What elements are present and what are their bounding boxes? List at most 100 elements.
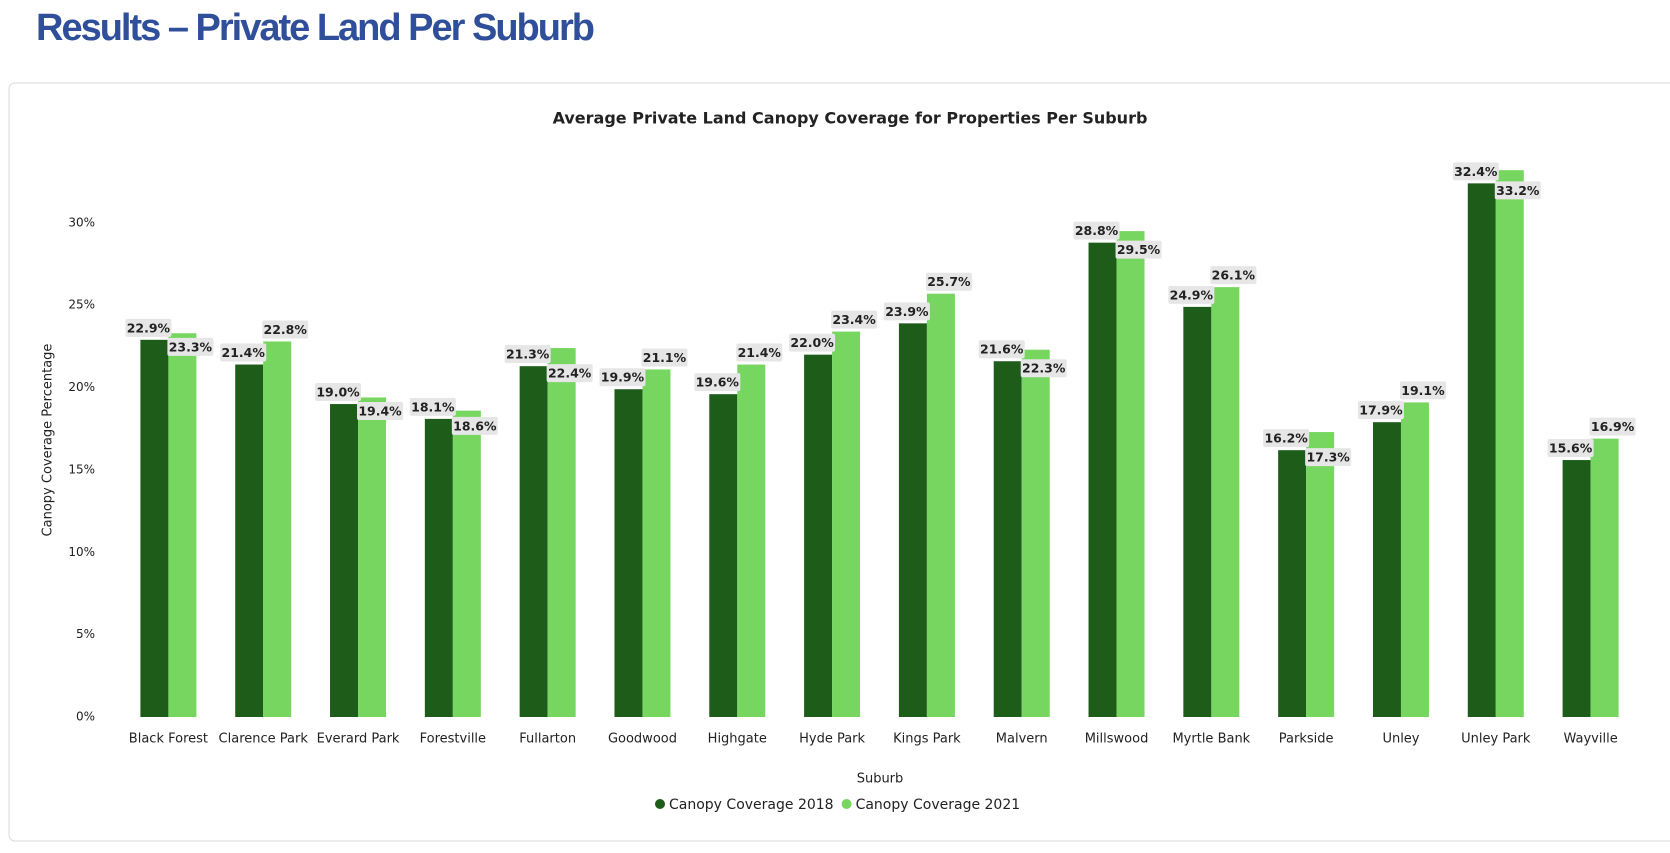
y-tick-label: 5% [76,627,95,641]
x-tick-label: Highgate [708,732,767,747]
data-label-bg [1399,381,1446,400]
data-label-bg [925,272,972,291]
data-label-bg [451,416,498,435]
data-label: 21.1% [643,350,687,365]
x-tick-label: Malvern [996,732,1048,747]
legend-label: Canopy Coverage 2018 [669,797,834,813]
x-tick-label: Millswood [1085,732,1149,747]
data-label: 21.4% [738,345,782,360]
bar [424,418,453,717]
data-label: 17.3% [1306,450,1350,465]
data-label-bg [736,343,783,362]
y-tick-label: 0% [76,710,95,724]
data-label-bg [1547,439,1594,458]
bar [235,364,264,717]
data-label-bg [641,348,688,367]
data-label-bg [262,320,309,339]
bar [1372,422,1401,717]
data-label: 28.8% [1075,223,1119,238]
x-tick-label: Hyde Park [799,732,865,747]
x-tick-label: Fullarton [519,732,576,747]
data-label-bg [1452,162,1499,181]
bar [1590,438,1619,717]
data-label: 21.4% [222,345,266,360]
data-label: 26.1% [1212,268,1256,283]
data-label-bg [220,343,267,362]
bar [140,339,169,717]
bar [168,333,197,717]
bar [804,354,833,717]
data-label: 16.9% [1591,419,1635,434]
data-label: 22.0% [790,335,834,350]
data-label: 19.4% [358,404,402,419]
data-label: 24.9% [1170,287,1214,302]
bar [898,323,927,717]
bar [1021,349,1050,717]
data-label: 22.4% [548,366,592,381]
bar [1562,460,1591,717]
bar [1211,287,1240,717]
slide-heading: Results – Private Land Per Suburb [36,7,594,49]
y-tick-label: 25% [68,298,95,312]
data-label-bg [409,397,456,416]
x-tick-label: Unley [1382,732,1419,747]
data-label-bg [883,302,930,321]
data-label: 22.8% [264,322,308,337]
bar [993,361,1022,717]
data-label-bg [1494,181,1541,200]
data-label: 15.6% [1549,441,1593,456]
data-label-bg [694,373,741,392]
data-label-bg [1168,285,1215,304]
x-tick-label: Unley Park [1461,732,1531,747]
data-label-bg [546,364,593,383]
legend-marker [655,799,665,809]
data-label-bg [357,402,404,421]
data-label-bg [599,368,646,387]
bar [642,369,671,717]
data-label: 22.9% [127,320,171,335]
chart-title: Average Private Land Canopy Coverage for… [553,109,1148,128]
x-tick-label: Parkside [1279,732,1334,747]
bar [452,410,481,717]
bar [519,366,548,717]
x-tick-label: Black Forest [129,732,208,747]
legend-label: Canopy Coverage 2021 [856,797,1021,813]
data-label-bg [1210,266,1257,285]
data-label: 32.4% [1454,164,1498,179]
x-tick-label: Wayville [1563,732,1617,747]
x-tick-label: Everard Park [317,732,400,747]
data-label: 23.3% [169,339,213,354]
data-label-bg [1357,401,1404,420]
data-label: 21.6% [980,342,1024,357]
data-label: 18.1% [411,399,455,414]
data-label-bg [1073,221,1120,240]
data-label: 23.4% [832,312,876,327]
bar [1183,306,1212,717]
bar [547,348,576,717]
data-label: 17.9% [1359,403,1403,418]
bar [1116,231,1145,717]
bar [330,404,359,717]
data-label-bg [978,340,1025,359]
x-tick-label: Forestville [420,732,486,747]
data-label: 23.9% [885,304,929,319]
x-tick-label: Clarence Park [219,732,309,747]
data-label-bg [1263,429,1310,448]
data-label: 29.5% [1117,242,1161,257]
bar [263,341,292,717]
data-label-bg [1589,417,1636,436]
bar [1088,242,1117,717]
bar [709,394,738,717]
bar [1495,170,1524,718]
legend-marker [841,799,852,809]
y-tick-label: 20% [68,380,95,394]
data-label: 21.3% [506,347,550,362]
data-label-bg [831,310,878,329]
data-label: 25.7% [927,274,971,289]
data-label: 18.6% [453,418,497,433]
data-label: 22.3% [1022,361,1066,376]
data-label-bg [1305,448,1352,467]
data-label-bg [1020,359,1067,378]
